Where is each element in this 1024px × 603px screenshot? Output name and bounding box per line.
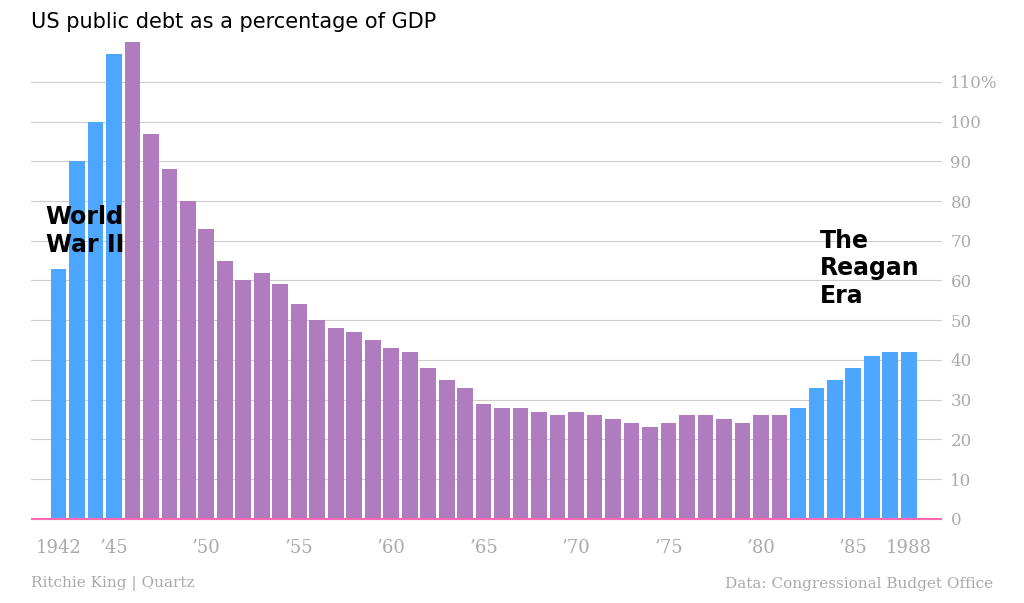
Bar	[180, 201, 196, 519]
Text: Ritchie King | Quartz: Ritchie King | Quartz	[31, 576, 195, 591]
Bar	[439, 380, 455, 519]
Bar	[716, 420, 732, 519]
Bar	[365, 340, 381, 519]
Text: The
Reagan
Era: The Reagan Era	[820, 229, 920, 308]
Bar	[771, 415, 787, 519]
Bar	[162, 169, 177, 519]
Bar	[420, 368, 436, 519]
Bar	[458, 388, 473, 519]
Bar	[753, 415, 769, 519]
Bar	[88, 122, 103, 519]
Bar	[50, 268, 67, 519]
Bar	[199, 229, 214, 519]
Bar	[827, 380, 843, 519]
Bar	[864, 356, 880, 519]
Bar	[143, 133, 159, 519]
Bar	[291, 305, 306, 519]
Bar	[605, 420, 621, 519]
Bar	[125, 38, 140, 519]
Bar	[550, 415, 565, 519]
Bar	[401, 352, 418, 519]
Bar	[901, 352, 916, 519]
Text: Data: Congressional Budget Office: Data: Congressional Budget Office	[725, 577, 993, 591]
Bar	[254, 273, 269, 519]
Bar	[660, 423, 676, 519]
Bar	[587, 415, 602, 519]
Bar	[346, 332, 362, 519]
Bar	[328, 328, 344, 519]
Bar	[236, 280, 251, 519]
Bar	[697, 415, 714, 519]
Text: World
War II: World War II	[45, 205, 124, 257]
Bar	[513, 408, 528, 519]
Bar	[272, 285, 288, 519]
Bar	[809, 388, 824, 519]
Bar	[383, 348, 399, 519]
Bar	[679, 415, 695, 519]
Bar	[495, 408, 510, 519]
Bar	[624, 423, 639, 519]
Bar	[846, 368, 861, 519]
Bar	[476, 403, 492, 519]
Bar	[568, 411, 584, 519]
Bar	[883, 352, 898, 519]
Bar	[734, 423, 751, 519]
Bar	[106, 54, 122, 519]
Bar	[309, 320, 325, 519]
Bar	[217, 260, 232, 519]
Bar	[791, 408, 806, 519]
Bar	[531, 411, 547, 519]
Bar	[69, 162, 85, 519]
Bar	[642, 428, 657, 519]
Text: US public debt as a percentage of GDP: US public debt as a percentage of GDP	[31, 12, 436, 33]
